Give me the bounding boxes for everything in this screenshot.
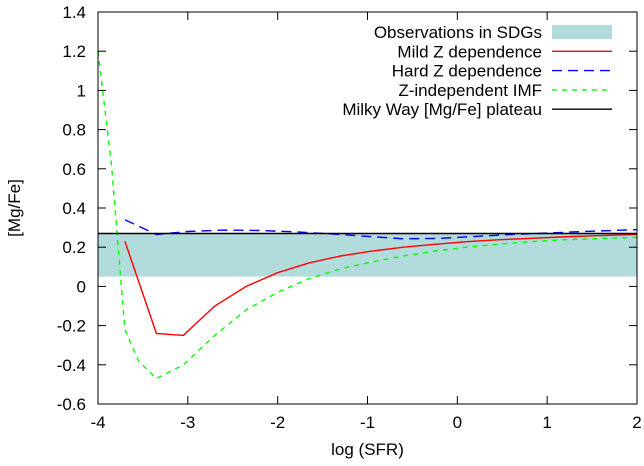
y-tick-label: 0.8 bbox=[62, 121, 86, 140]
x-tick-label: 1 bbox=[542, 413, 551, 432]
x-tick-label: -4 bbox=[90, 413, 105, 432]
legend-label: Milky Way [Mg/Fe] plateau bbox=[342, 100, 542, 119]
y-tick-label: 1.4 bbox=[62, 3, 86, 22]
y-tick-label: 0 bbox=[77, 277, 86, 296]
series-line-0 bbox=[124, 233, 637, 337]
series-line-2 bbox=[98, 51, 637, 380]
y-tick-label: -0.6 bbox=[57, 395, 86, 414]
y-tick-label: 1 bbox=[77, 81, 86, 100]
y-tick-label: -0.2 bbox=[57, 317, 86, 336]
y-tick-label: 0.6 bbox=[62, 160, 86, 179]
legend-label: Hard Z dependence bbox=[392, 62, 542, 81]
legend-label: Z-independent IMF bbox=[398, 81, 542, 100]
axes: -4 -3 -2 -1 0 1 2 -0.6 -0.4 -0.2 0 0.2 0.4 0.6 0.8 1 1.2… bbox=[57, 3, 642, 432]
series-line-1 bbox=[124, 219, 637, 240]
y-tick-label: 0.2 bbox=[62, 238, 86, 257]
y-axis-title: [Mg/Fe] bbox=[5, 179, 24, 237]
y-tick-label: 1.2 bbox=[62, 42, 86, 61]
legend-label: Mild Z dependence bbox=[397, 42, 542, 61]
x-tick-label: -3 bbox=[180, 413, 195, 432]
x-tick-label: 2 bbox=[632, 413, 641, 432]
x-axis-title: log (SFR) bbox=[331, 440, 404, 459]
y-tick-label: -0.4 bbox=[57, 356, 86, 375]
legend-label: Observations in SDGs bbox=[374, 23, 542, 42]
legend-swatch bbox=[552, 25, 612, 39]
x-tick-label: 0 bbox=[453, 413, 462, 432]
x-tick-label: -1 bbox=[360, 413, 375, 432]
y-tick-label: 0.4 bbox=[62, 199, 86, 218]
x-tick-label: -2 bbox=[270, 413, 285, 432]
plot-area bbox=[98, 51, 637, 380]
